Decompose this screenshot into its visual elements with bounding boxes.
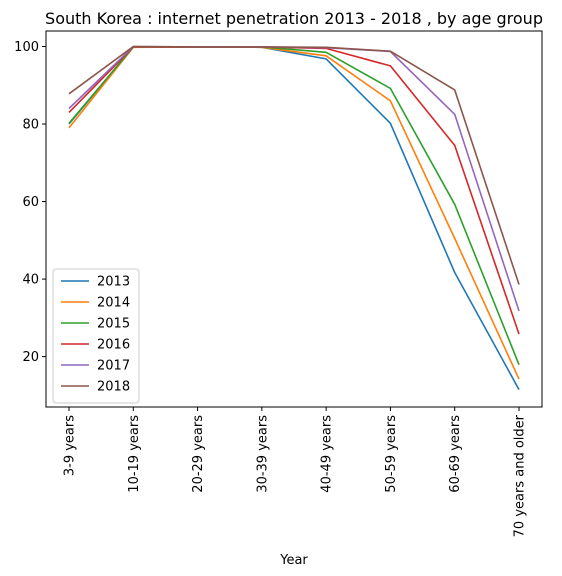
y-tick-label: 40	[22, 273, 39, 288]
x-tick-label: 70 years and older	[513, 414, 528, 537]
y-tick-label: 20	[22, 350, 39, 365]
x-axis: 3-9 years 10-19 years 20-29 years 30-39 yea…	[63, 407, 528, 537]
y-tick-label: 80	[22, 118, 39, 133]
plot-frame	[45, 30, 543, 408]
legend-label-2016: 2016	[97, 338, 130, 353]
x-tick-label: 40-49 years	[320, 415, 335, 493]
x-tick-label: 10-19 years	[127, 415, 142, 493]
x-tick-label: 60-69 years	[448, 415, 463, 493]
x-tick-label: 30-39 years	[255, 415, 270, 493]
y-tick-label: 60	[22, 195, 39, 210]
legend-label-2015: 2015	[97, 317, 130, 332]
x-axis-label: Year	[279, 553, 308, 568]
x-tick-label: 3-9 years	[63, 415, 78, 476]
legend-label-2018: 2018	[97, 380, 130, 395]
x-tick-label: 20-29 years	[191, 415, 206, 493]
legend-label-2017: 2017	[97, 359, 130, 374]
legend[interactable]: 2013 2014 2015 2016 2017 2018	[52, 268, 140, 404]
series-layer	[68, 45, 520, 390]
y-axis: 20 40 60 80 100	[14, 40, 46, 365]
chart-title: South Korea : internet penetration 2013 …	[45, 9, 543, 28]
legend-label-2013: 2013	[97, 275, 130, 290]
legend-label-2014: 2014	[97, 296, 130, 311]
series-line-2018	[68, 45, 520, 285]
y-tick-label: 100	[14, 40, 39, 55]
x-tick-label: 50-59 years	[384, 415, 399, 493]
